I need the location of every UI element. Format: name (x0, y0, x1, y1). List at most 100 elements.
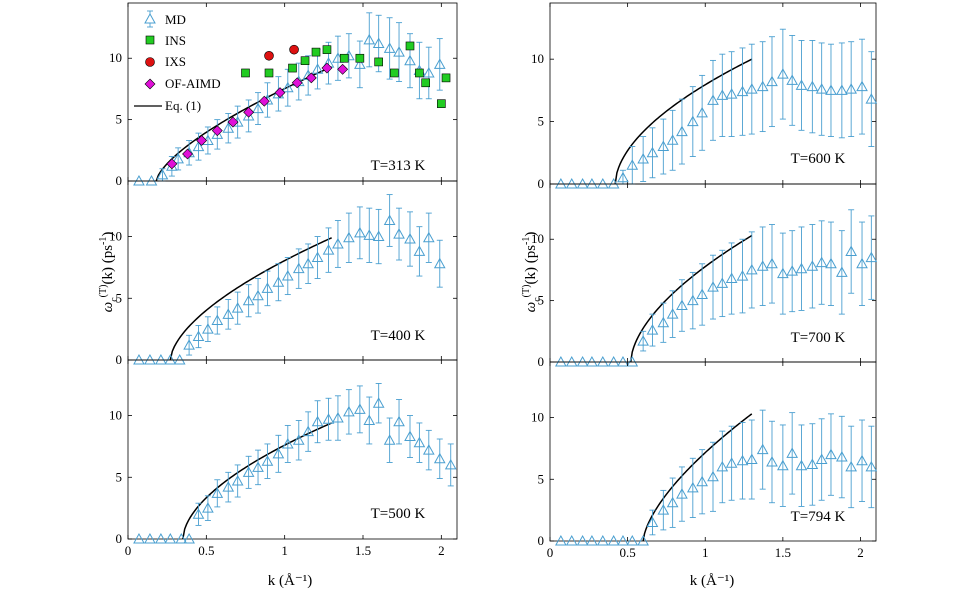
md-point (422, 66, 435, 78)
ofaimd-point (321, 62, 333, 74)
md-point (413, 245, 426, 256)
md-point (172, 152, 184, 164)
md-point (676, 125, 688, 137)
x-axis-label-right: k (Å⁻¹) (690, 573, 735, 589)
md-point (835, 84, 848, 95)
x-tick-label: 2 (438, 543, 445, 558)
md-point (192, 508, 205, 519)
ins-point (311, 47, 321, 57)
eq1-curve (642, 413, 753, 542)
md-point (686, 294, 699, 306)
x-axis-label-left: k (Å⁻¹) (268, 573, 313, 589)
md-point (311, 415, 324, 427)
md-point (666, 496, 679, 508)
eq1-curve (182, 422, 332, 540)
md-point (183, 532, 195, 544)
x-tick-label: 1.5 (775, 545, 791, 560)
md-point (393, 415, 405, 427)
y-tick-label: 10 (109, 408, 122, 423)
md-point (231, 302, 244, 313)
panel-title: T=794 K (791, 509, 846, 525)
y-tick-label: 10 (109, 50, 122, 65)
md-point (865, 93, 878, 104)
md-point (261, 455, 274, 466)
md-point (281, 81, 294, 93)
ins-point (339, 53, 349, 63)
md-point (565, 355, 578, 367)
md-point (343, 405, 355, 417)
md-point (637, 534, 649, 546)
eq1-curve (155, 66, 332, 182)
md-point (586, 534, 598, 546)
md-point (292, 434, 305, 445)
md-point (795, 79, 808, 90)
md-point (133, 532, 145, 544)
legend-md-label: MD (165, 12, 186, 27)
md-point (354, 403, 366, 414)
md-point (657, 140, 670, 152)
md-point (192, 140, 205, 152)
legend-ins-label: INS (165, 33, 186, 48)
md-point (736, 85, 749, 97)
md-point (696, 288, 708, 299)
x-tick-label: 0.5 (619, 545, 635, 560)
md-point (725, 272, 738, 284)
md-point (222, 122, 235, 133)
md-point (354, 226, 366, 238)
md-point (363, 229, 376, 240)
md-point (617, 171, 629, 183)
md-point (777, 267, 789, 279)
md-point (686, 481, 699, 493)
ins-point (405, 41, 415, 51)
md-point (433, 58, 446, 69)
y-axis-label-left: ωc(T)(k) (ps-1) (98, 232, 120, 313)
legend-eq-label: Eq. (1) (165, 98, 201, 113)
legend-ofaimd-marker (144, 78, 156, 90)
md-point (322, 244, 335, 255)
md-point (252, 102, 264, 114)
x-tick-label: 0 (125, 543, 132, 558)
ins-point (421, 78, 430, 88)
md-point (322, 413, 335, 424)
md-point (222, 308, 235, 319)
md-point (835, 266, 848, 277)
y-tick-label: 0 (538, 176, 545, 191)
md-point (707, 94, 719, 105)
md-point (777, 459, 789, 471)
md-point (252, 289, 264, 301)
ins-point (322, 45, 332, 54)
md-point (596, 534, 609, 546)
md-point (815, 453, 828, 465)
x-tick-label: 2 (857, 545, 864, 560)
md-point (372, 397, 385, 408)
md-point (202, 323, 214, 334)
ofaimd-point (182, 148, 193, 160)
md-point (825, 84, 837, 95)
md-point (404, 54, 416, 66)
panel-title: T=700 K (791, 330, 846, 346)
md-point (617, 534, 629, 546)
md-point (242, 466, 255, 477)
ofaimd-point (166, 158, 178, 170)
md-point (433, 452, 446, 464)
svg-text:ωc(T)(k) (ps-1): ωc(T)(k) (ps-1) (98, 232, 120, 313)
md-point (144, 532, 156, 544)
ins-point (288, 63, 297, 73)
ins-point (437, 99, 446, 108)
md-point (393, 46, 405, 57)
ofaimd-point (274, 87, 286, 99)
md-point (686, 115, 699, 127)
md-point (696, 106, 708, 118)
md-point (372, 37, 385, 49)
md-point (865, 460, 878, 472)
md-point (646, 146, 659, 158)
md-point (164, 532, 177, 544)
y-tick-label: 0 (538, 354, 545, 369)
y-axis-label-right: ωc(T)(k) (ps-1) (521, 232, 543, 313)
md-point (756, 80, 769, 92)
md-point (565, 534, 578, 546)
md-point (433, 257, 446, 269)
md-point (565, 177, 578, 189)
md-point (716, 277, 729, 288)
md-point (156, 168, 169, 180)
